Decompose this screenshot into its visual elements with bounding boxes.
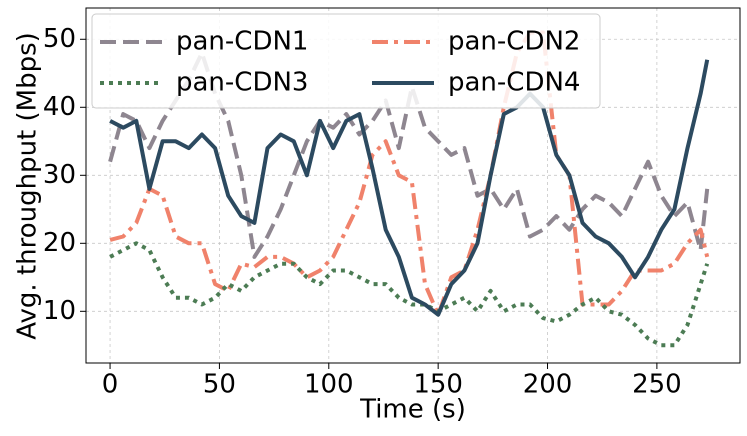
y-tick-label: 20 <box>43 228 76 258</box>
x-tick-label: 50 <box>203 370 236 400</box>
y-tick-label: 40 <box>43 92 76 122</box>
y-tick-label: 30 <box>43 160 76 190</box>
legend-label: pan-CDN3 <box>176 68 308 98</box>
x-tick-label: 150 <box>413 370 463 400</box>
y-tick-label: 50 <box>43 24 76 54</box>
plot-frame <box>85 7 741 364</box>
x-tick-label: 0 <box>102 370 119 400</box>
x-tick-label: 200 <box>523 370 573 400</box>
legend-box <box>91 13 601 109</box>
x-axis-label: Time (s) <box>359 395 466 425</box>
y-axis-label: Avg. throughput (Mbps) <box>13 32 43 340</box>
series-line <box>109 59 710 317</box>
legend-label: pan-CDN4 <box>448 68 580 98</box>
x-tick-label: 100 <box>304 370 354 400</box>
legend-label: pan-CDN2 <box>448 27 580 57</box>
y-tick-label: 10 <box>43 296 76 326</box>
legend: pan-CDN1 pan-CDN2 pan-CDN3 pan-CDN4 <box>91 13 601 109</box>
series-line <box>109 30 710 317</box>
legend-label: pan-CDN1 <box>176 27 308 57</box>
series-line <box>109 241 710 348</box>
x-tick-label: 250 <box>632 370 682 400</box>
